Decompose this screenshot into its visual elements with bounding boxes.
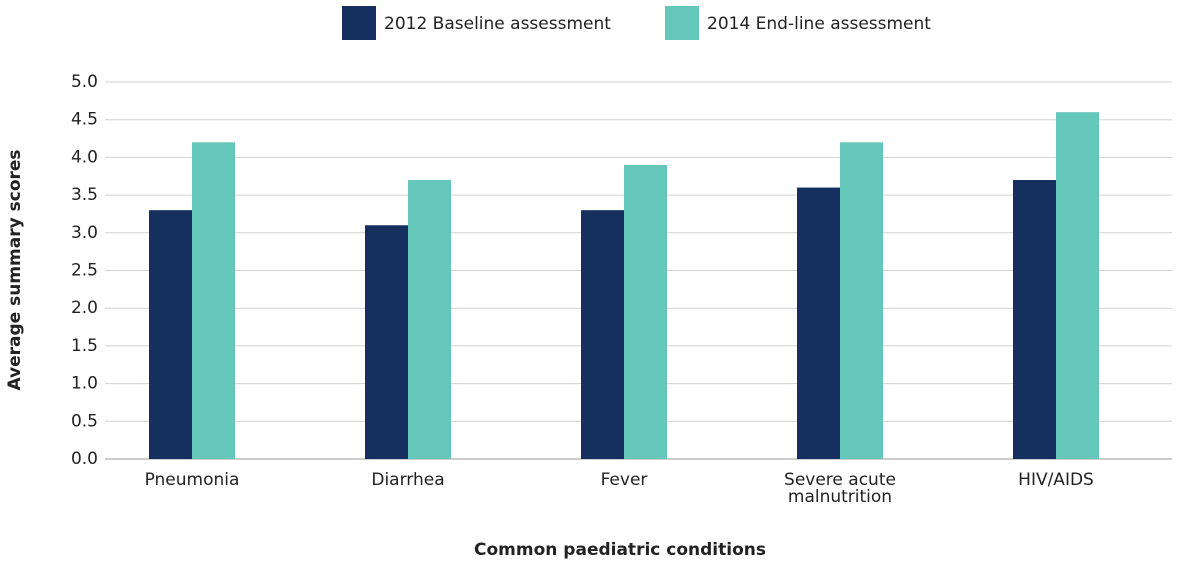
bar: [840, 142, 883, 459]
y-tick-label: 2.0: [71, 298, 98, 318]
bar: [624, 164, 667, 459]
x-tick-label: Severe acute malnutrition: [784, 470, 896, 507]
legend-swatch: [665, 6, 699, 40]
bar: [149, 210, 192, 459]
x-axis-title: Common paediatric conditions: [474, 540, 766, 560]
y-tick-label: 3.0: [71, 223, 98, 243]
bar: [1056, 112, 1099, 459]
y-tick-label: 0.0: [71, 449, 98, 469]
bar: [1013, 180, 1056, 459]
x-tick-label: HIV/AIDS: [1018, 470, 1094, 490]
bar: [192, 142, 235, 459]
y-tick-label: 2.5: [71, 261, 98, 281]
x-tick-label: Fever: [600, 470, 648, 490]
y-tick-label: 5.0: [71, 72, 98, 92]
legend-label: 2012 Baseline assessment: [384, 14, 611, 34]
y-tick-label: 4.5: [71, 110, 98, 130]
legend-swatch: [342, 6, 376, 40]
bar: [797, 187, 840, 459]
y-tick-label: 3.5: [71, 185, 98, 205]
legend-label: 2014 End-line assessment: [707, 14, 931, 34]
y-tick-label: 0.5: [71, 411, 98, 431]
bar: [581, 210, 624, 459]
x-tick-label: Pneumonia: [144, 470, 240, 490]
y-tick-label: 1.5: [71, 336, 98, 356]
y-tick-label: 1.0: [71, 374, 98, 394]
bar: [408, 180, 451, 459]
y-tick-label: 4.0: [71, 147, 98, 167]
x-tick-label: Diarrhea: [371, 470, 445, 490]
bar: [365, 225, 408, 459]
y-axis-title: Average summary scores: [5, 149, 25, 390]
